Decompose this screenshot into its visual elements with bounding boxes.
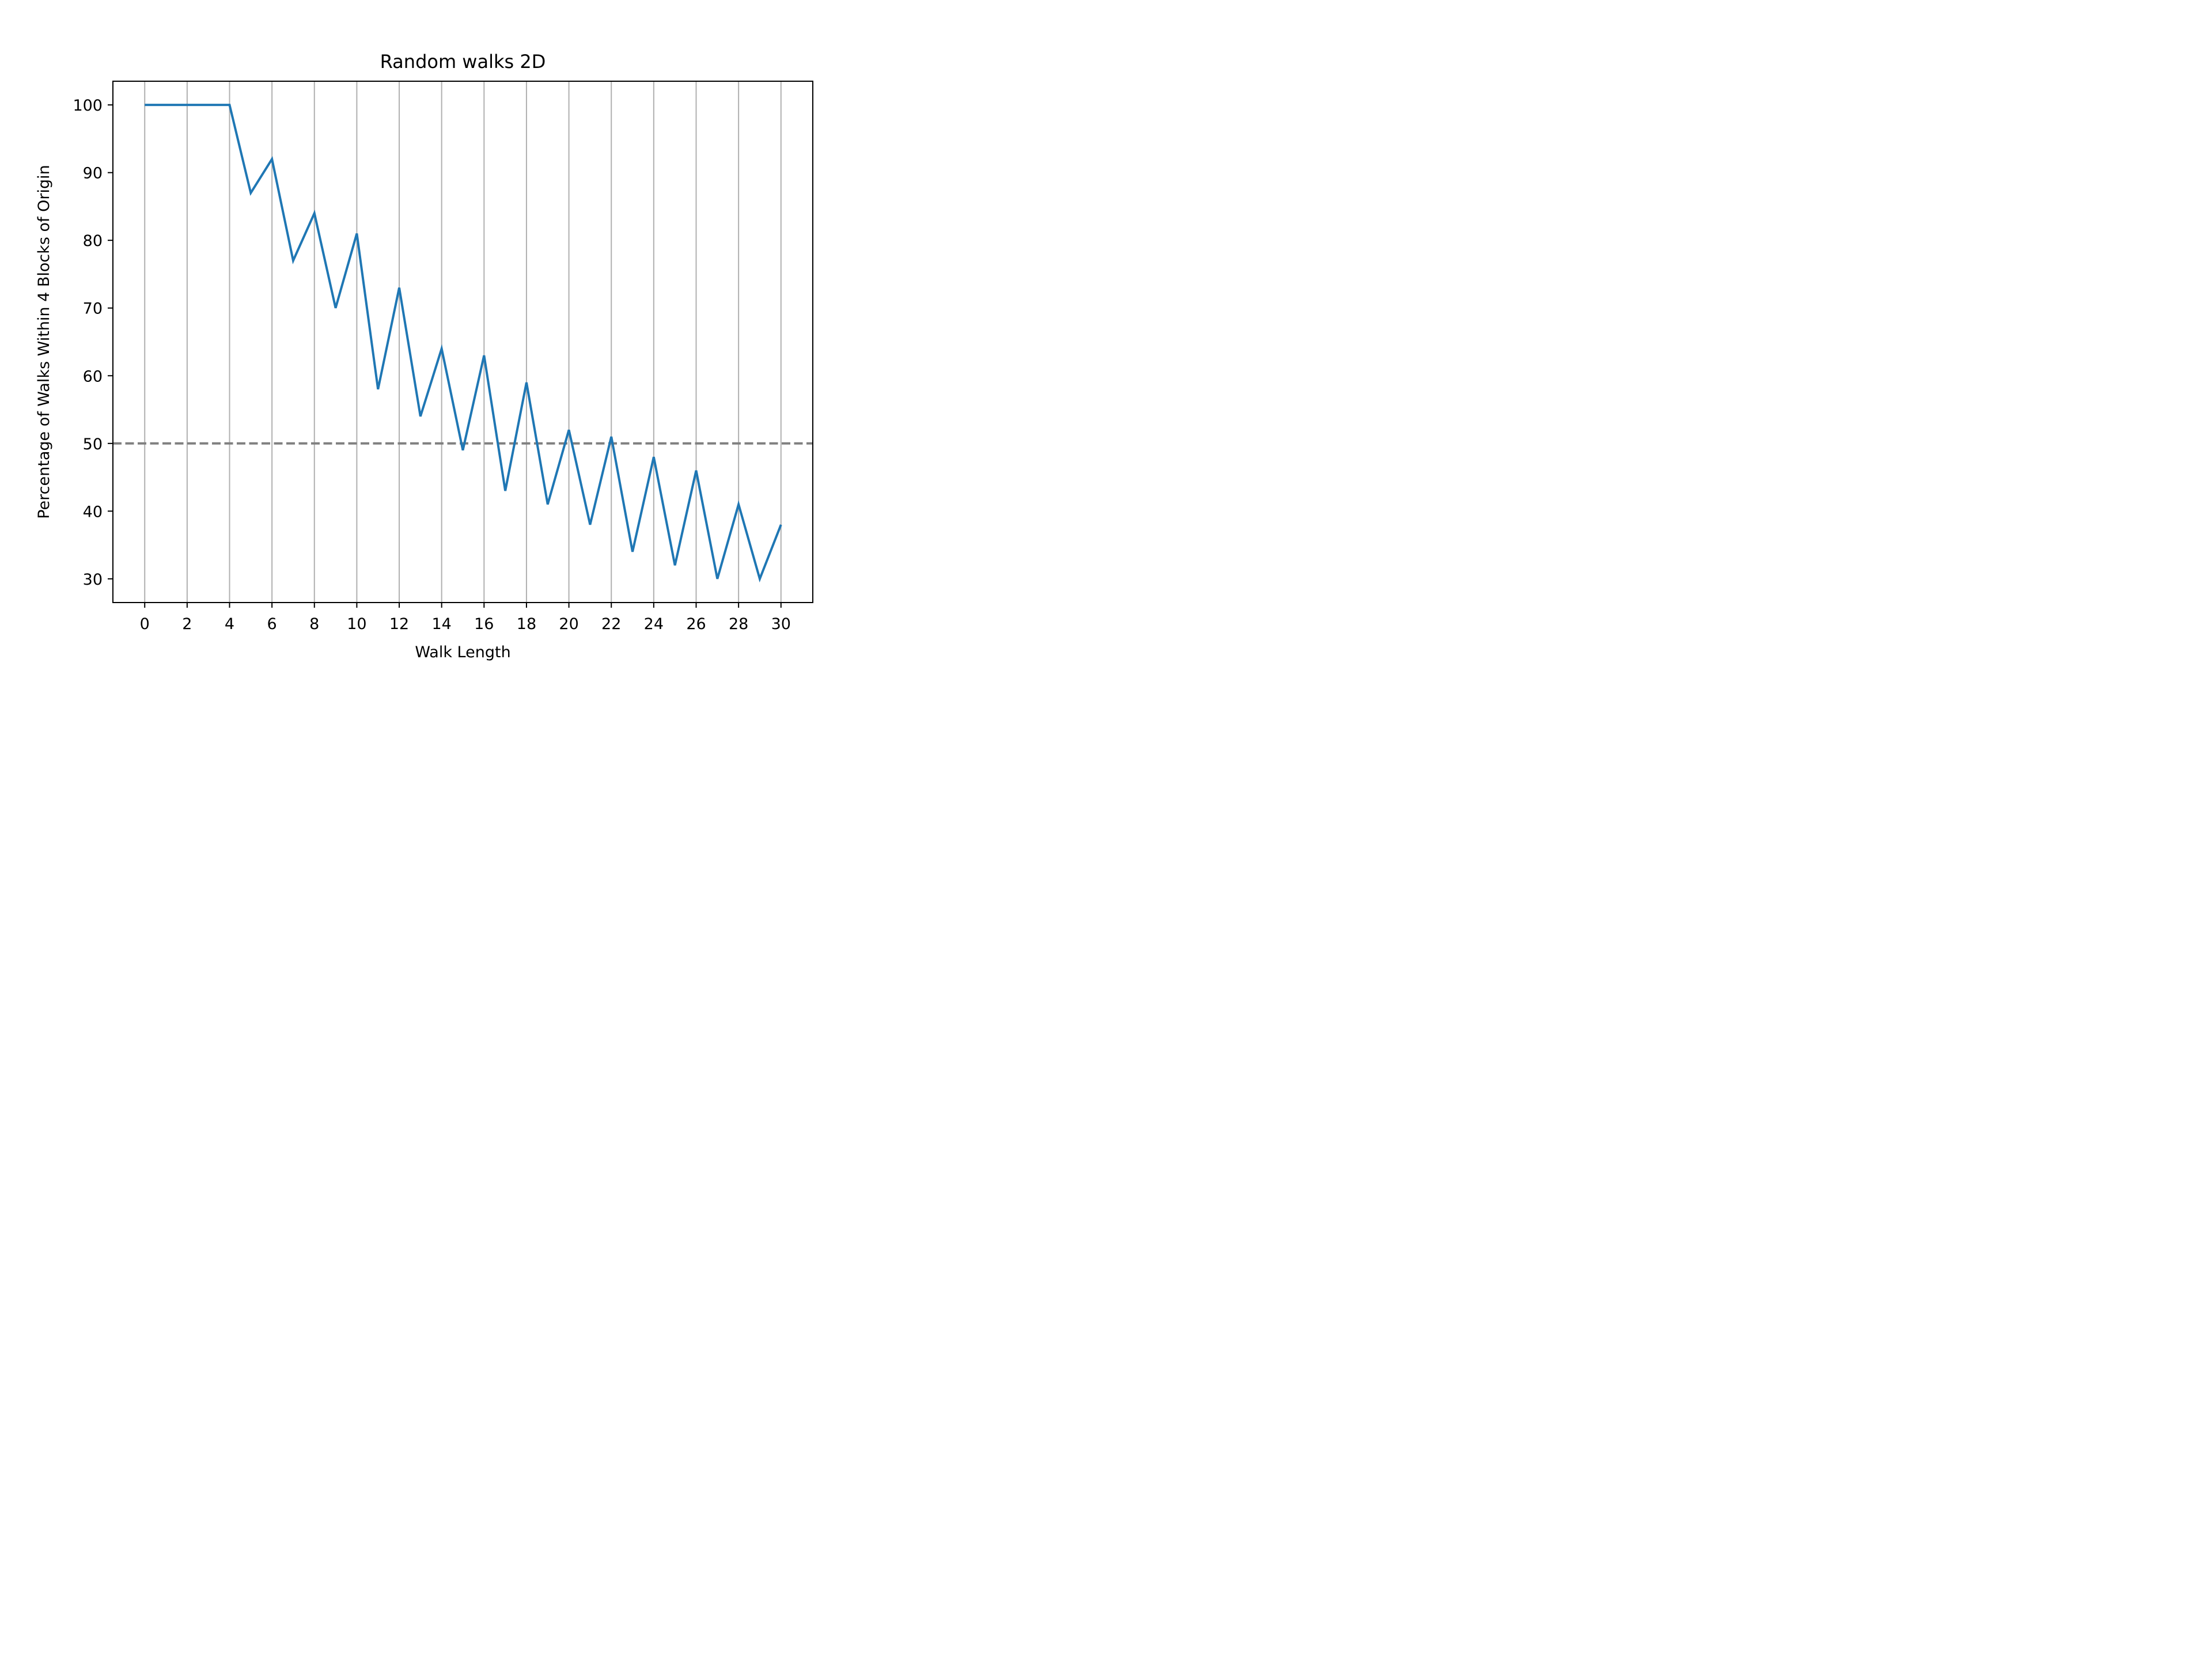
x-tick-label: 4 bbox=[225, 615, 234, 633]
y-tick-label: 30 bbox=[83, 571, 103, 589]
x-tick-label: 22 bbox=[601, 615, 621, 633]
x-axis-ticks: 0 2 4 6 8 10 12 14 16 18 20 22 24 26 28 30 bbox=[140, 603, 791, 633]
series-group bbox=[145, 104, 782, 583]
chart-title: Random walks 2D bbox=[380, 51, 546, 73]
x-tick-label: 14 bbox=[432, 615, 452, 633]
x-axis-label: Walk Length bbox=[415, 643, 510, 661]
chart: 0 2 4 6 8 10 12 14 16 18 20 22 24 26 28 30 30 40 50 60 70 80… bbox=[0, 0, 885, 664]
plot-frame bbox=[112, 81, 813, 603]
x-tick-label: 0 bbox=[140, 615, 150, 633]
x-tick-label: 18 bbox=[517, 615, 536, 633]
figure-background bbox=[0, 0, 885, 664]
series-line bbox=[145, 104, 782, 583]
grid bbox=[144, 81, 782, 603]
y-tick-label: 100 bbox=[73, 97, 103, 115]
line-chart: 0 2 4 6 8 10 12 14 16 18 20 22 24 26 28 30 304050607080… bbox=[0, 0, 885, 664]
y-axis-label: Percentage of Walks Within 4 Blocks of O… bbox=[35, 165, 53, 519]
x-tick-label: 26 bbox=[686, 615, 706, 633]
x-tick-label: 2 bbox=[182, 615, 192, 633]
x-tick-label: 12 bbox=[389, 615, 409, 633]
y-tick-label: 50 bbox=[83, 435, 103, 453]
x-tick-label: 30 bbox=[771, 615, 791, 633]
x-tick-label: 16 bbox=[474, 615, 494, 633]
y-tick-label: 60 bbox=[83, 368, 103, 385]
y-tick-label: 40 bbox=[83, 503, 103, 521]
y-tick-label: 80 bbox=[83, 232, 103, 250]
x-tick-label: 20 bbox=[559, 615, 578, 633]
x-tick-label: 24 bbox=[644, 615, 664, 633]
y-tick-label: 90 bbox=[83, 165, 103, 183]
x-tick-label: 10 bbox=[347, 615, 366, 633]
x-tick-label: 8 bbox=[309, 615, 319, 633]
y-axis-ticks: 30 40 50 60 70 80 90 100 bbox=[73, 97, 113, 589]
x-tick-label: 6 bbox=[267, 615, 277, 633]
x-tick-label: 28 bbox=[729, 615, 748, 633]
y-tick-label: 70 bbox=[83, 300, 103, 318]
